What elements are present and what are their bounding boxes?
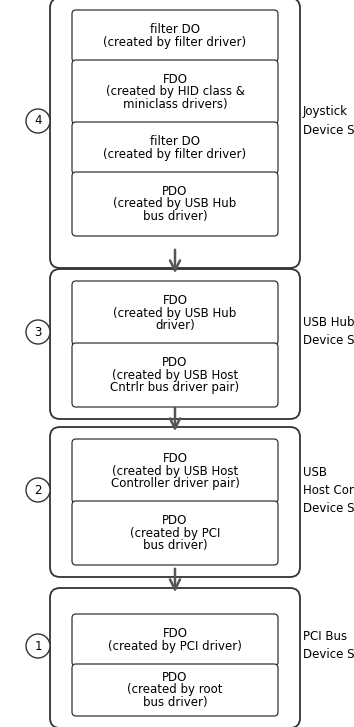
Text: PDO: PDO [162,185,188,198]
Text: Joystick
Device Stack: Joystick Device Stack [303,105,354,137]
Text: (created by USB Hub: (created by USB Hub [113,307,236,319]
Circle shape [26,320,50,344]
Text: USB
Host Controller
Device Stack: USB Host Controller Device Stack [303,465,354,515]
FancyBboxPatch shape [72,614,278,666]
FancyBboxPatch shape [72,343,278,407]
Text: (created by PCI: (created by PCI [130,526,220,539]
FancyBboxPatch shape [72,122,278,174]
Text: (created by filter driver): (created by filter driver) [103,148,247,161]
Text: PDO: PDO [162,671,188,684]
Text: filter DO: filter DO [150,135,200,148]
Circle shape [26,634,50,658]
Text: bus driver): bus driver) [143,210,207,223]
FancyBboxPatch shape [72,281,278,345]
Text: FDO: FDO [162,627,188,640]
FancyBboxPatch shape [50,269,300,419]
Circle shape [26,478,50,502]
Text: 4: 4 [34,114,42,127]
FancyBboxPatch shape [72,664,278,716]
FancyBboxPatch shape [72,501,278,565]
Text: (created by PCI driver): (created by PCI driver) [108,640,242,653]
FancyBboxPatch shape [50,588,300,727]
Text: PCI Bus
Device Stack: PCI Bus Device Stack [303,630,354,662]
Text: (created by USB Host: (created by USB Host [112,369,238,382]
Text: USB Hub
Device Stack: USB Hub Device Stack [303,316,354,348]
Circle shape [26,109,50,133]
Text: (created by filter driver): (created by filter driver) [103,36,247,49]
FancyBboxPatch shape [72,439,278,503]
Text: (created by HID class &: (created by HID class & [105,86,245,98]
FancyBboxPatch shape [72,172,278,236]
Text: Cntrlr bus driver pair): Cntrlr bus driver pair) [110,381,240,394]
FancyBboxPatch shape [72,60,278,124]
Text: bus driver): bus driver) [143,539,207,552]
Text: Controller driver pair): Controller driver pair) [110,477,239,490]
Text: 2: 2 [34,483,42,497]
Text: FDO: FDO [162,452,188,465]
Text: (created by root: (created by root [127,683,223,696]
Text: miniclass drivers): miniclass drivers) [123,98,227,111]
Text: (created by USB Host: (created by USB Host [112,465,238,478]
FancyBboxPatch shape [50,427,300,577]
FancyBboxPatch shape [50,0,300,268]
Text: FDO: FDO [162,73,188,86]
Text: PDO: PDO [162,514,188,527]
Text: (created by USB Hub: (created by USB Hub [113,198,236,211]
Text: 3: 3 [34,326,42,339]
FancyBboxPatch shape [72,10,278,62]
Text: filter DO: filter DO [150,23,200,36]
Text: bus driver): bus driver) [143,696,207,709]
Text: driver): driver) [155,319,195,332]
Text: 1: 1 [34,640,42,653]
Text: FDO: FDO [162,294,188,307]
Text: PDO: PDO [162,356,188,369]
